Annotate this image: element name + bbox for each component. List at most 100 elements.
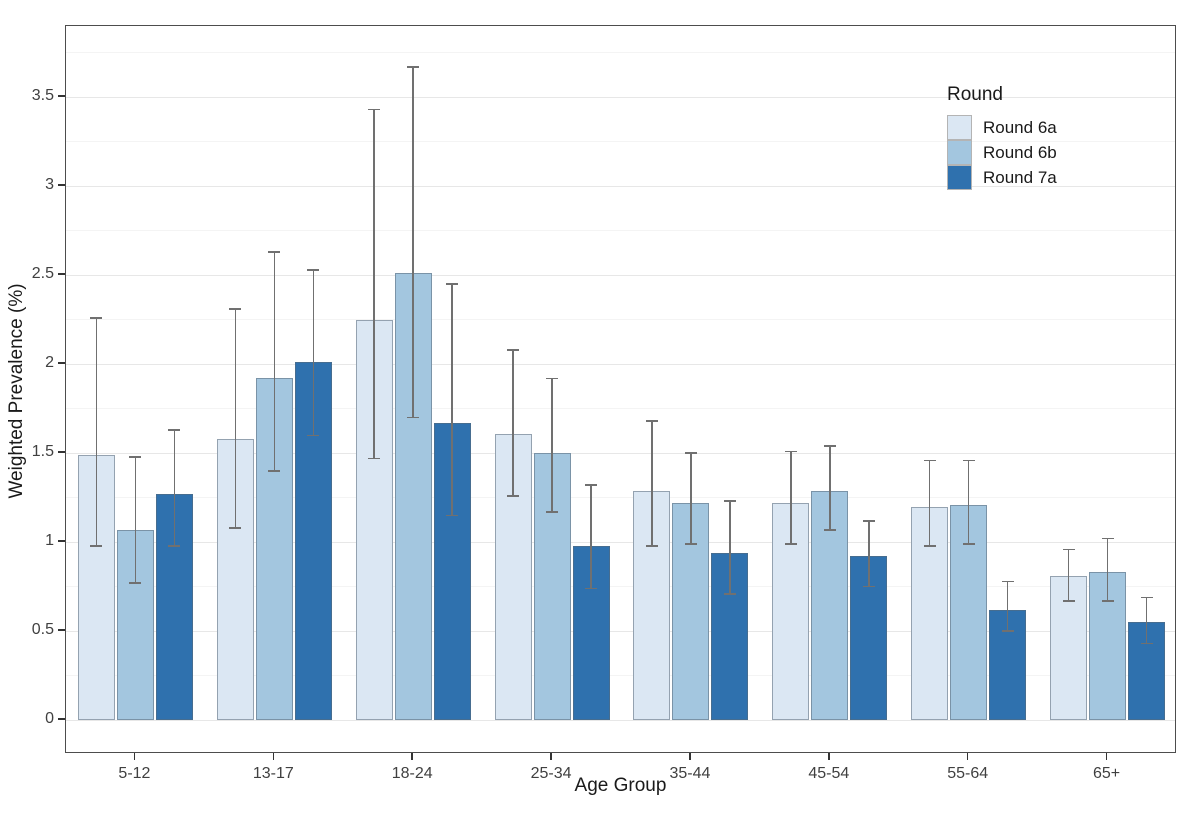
- legend-swatch-round-6b: [947, 139, 972, 165]
- gridline-minor: [66, 319, 1175, 321]
- errorbar-line: [868, 520, 870, 587]
- gridline-major: [66, 274, 1175, 276]
- errorbar-cap-bottom: [723, 593, 736, 595]
- y-axis-tick: [58, 718, 65, 720]
- errorbar-line: [790, 451, 792, 544]
- legend-label: Round 6a: [983, 117, 1057, 137]
- errorbar-cap-bottom: [1101, 600, 1114, 602]
- x-axis-title: Age Group: [574, 775, 667, 796]
- plot-panel: [65, 25, 1176, 753]
- gridline-major: [66, 541, 1175, 543]
- x-tick-label: 55-64: [947, 765, 989, 782]
- x-axis-tick: [689, 753, 691, 760]
- y-tick-label: 3.5: [31, 87, 54, 105]
- x-axis-tick: [550, 753, 552, 760]
- x-axis-tick: [411, 753, 413, 760]
- gridline-major: [66, 185, 1175, 187]
- x-tick-label: 65+: [1092, 765, 1121, 782]
- errorbar-cap-top: [368, 108, 381, 111]
- errorbar-cap-top: [90, 317, 103, 319]
- legend-swatch-round-6a: [947, 114, 972, 140]
- errorbar-cap-bottom: [962, 543, 975, 545]
- errorbar-cap-bottom: [1001, 630, 1014, 632]
- errorbar-cap-top: [645, 420, 658, 422]
- errorbar-cap-top: [1140, 596, 1153, 599]
- errorbar-cap-top: [1101, 537, 1114, 540]
- x-tick-label: 13-17: [252, 765, 294, 782]
- errorbar-cap-bottom: [368, 457, 381, 460]
- errorbar-cap-top: [546, 377, 559, 380]
- errorbar-line: [829, 446, 831, 530]
- errorbar-cap-top: [168, 429, 181, 431]
- errorbar-cap-bottom: [645, 544, 658, 547]
- errorbar-line: [928, 460, 931, 546]
- errorbar-line: [1106, 538, 1109, 601]
- errorbar-cap-top: [1001, 580, 1014, 583]
- gridline-major: [66, 452, 1175, 454]
- errorbar-line: [512, 349, 514, 496]
- x-axis-tick: [133, 753, 136, 760]
- errorbar-cap-bottom: [407, 416, 420, 419]
- errorbar-cap-bottom: [784, 543, 797, 545]
- x-axis-tick: [1105, 753, 1108, 760]
- y-axis-tick: [58, 184, 65, 186]
- gridline-major: [66, 363, 1175, 365]
- errorbar-cap-bottom: [546, 511, 559, 513]
- errorbar-line: [690, 453, 692, 544]
- x-axis-tick: [272, 753, 275, 760]
- errorbar-line: [729, 501, 731, 594]
- x-tick-label: 18-24: [391, 765, 433, 782]
- legend-item-round-6b: Round 6b: [947, 139, 1057, 165]
- errorbar-cap-top: [1062, 548, 1075, 551]
- errorbar-cap-bottom: [229, 527, 242, 529]
- errorbar-line: [551, 378, 553, 512]
- x-tick-label: 5-12: [118, 765, 151, 782]
- y-tick-label: 0: [45, 710, 54, 728]
- x-tick-label: 35-44: [669, 765, 711, 782]
- errorbar-cap-bottom: [1140, 642, 1153, 645]
- errorbar-cap-bottom: [507, 495, 520, 497]
- legend: Round Round 6a Round 6b Round 7a: [947, 84, 1057, 190]
- y-tick-label: 3: [45, 176, 54, 194]
- errorbar-cap-top: [962, 459, 975, 462]
- errorbar-cap-top: [723, 500, 736, 503]
- errorbar-line: [590, 485, 592, 589]
- errorbar-cap-top: [784, 450, 797, 453]
- errorbar-cap-top: [307, 269, 320, 271]
- legend-label: Round 7a: [983, 167, 1057, 187]
- gridline-minor: [66, 141, 1175, 143]
- legend-item-round-7a: Round 7a: [947, 164, 1057, 190]
- errorbar-cap-top: [129, 455, 142, 458]
- errorbar-line: [312, 269, 315, 436]
- errorbar-cap-bottom: [823, 528, 836, 531]
- errorbar-cap-bottom: [446, 514, 459, 517]
- gridline-minor: [66, 230, 1175, 232]
- errorbar-cap-top: [268, 251, 281, 253]
- errorbar-line: [234, 309, 237, 528]
- gridline-minor: [66, 675, 1175, 677]
- errorbar-cap-bottom: [585, 587, 598, 590]
- gridline-minor: [66, 586, 1175, 588]
- errorbar-cap-top: [507, 349, 520, 351]
- errorbar-cap-bottom: [129, 582, 142, 584]
- y-axis-tick: [58, 540, 65, 542]
- gridline-major: [66, 719, 1175, 721]
- errorbar-line: [134, 456, 137, 584]
- gridline-major: [66, 630, 1175, 632]
- y-axis-tick: [58, 95, 65, 97]
- errorbar-cap-bottom: [1062, 600, 1075, 602]
- y-tick-label: 2: [45, 354, 54, 372]
- errorbar-cap-top: [446, 283, 459, 285]
- errorbar-line: [1067, 549, 1070, 601]
- y-tick-label: 0.5: [31, 621, 54, 639]
- x-tick-label: 45-54: [808, 765, 850, 782]
- errorbar-line: [1006, 581, 1009, 632]
- legend-label: Round 6b: [983, 142, 1057, 162]
- errorbar-line: [373, 109, 375, 459]
- legend-swatch-round-7a: [947, 164, 972, 190]
- errorbar-cap-top: [923, 459, 936, 462]
- gridline-major: [66, 96, 1175, 98]
- errorbar-line: [412, 66, 414, 418]
- y-axis-tick: [58, 629, 65, 631]
- y-tick-label: 2.5: [31, 265, 54, 283]
